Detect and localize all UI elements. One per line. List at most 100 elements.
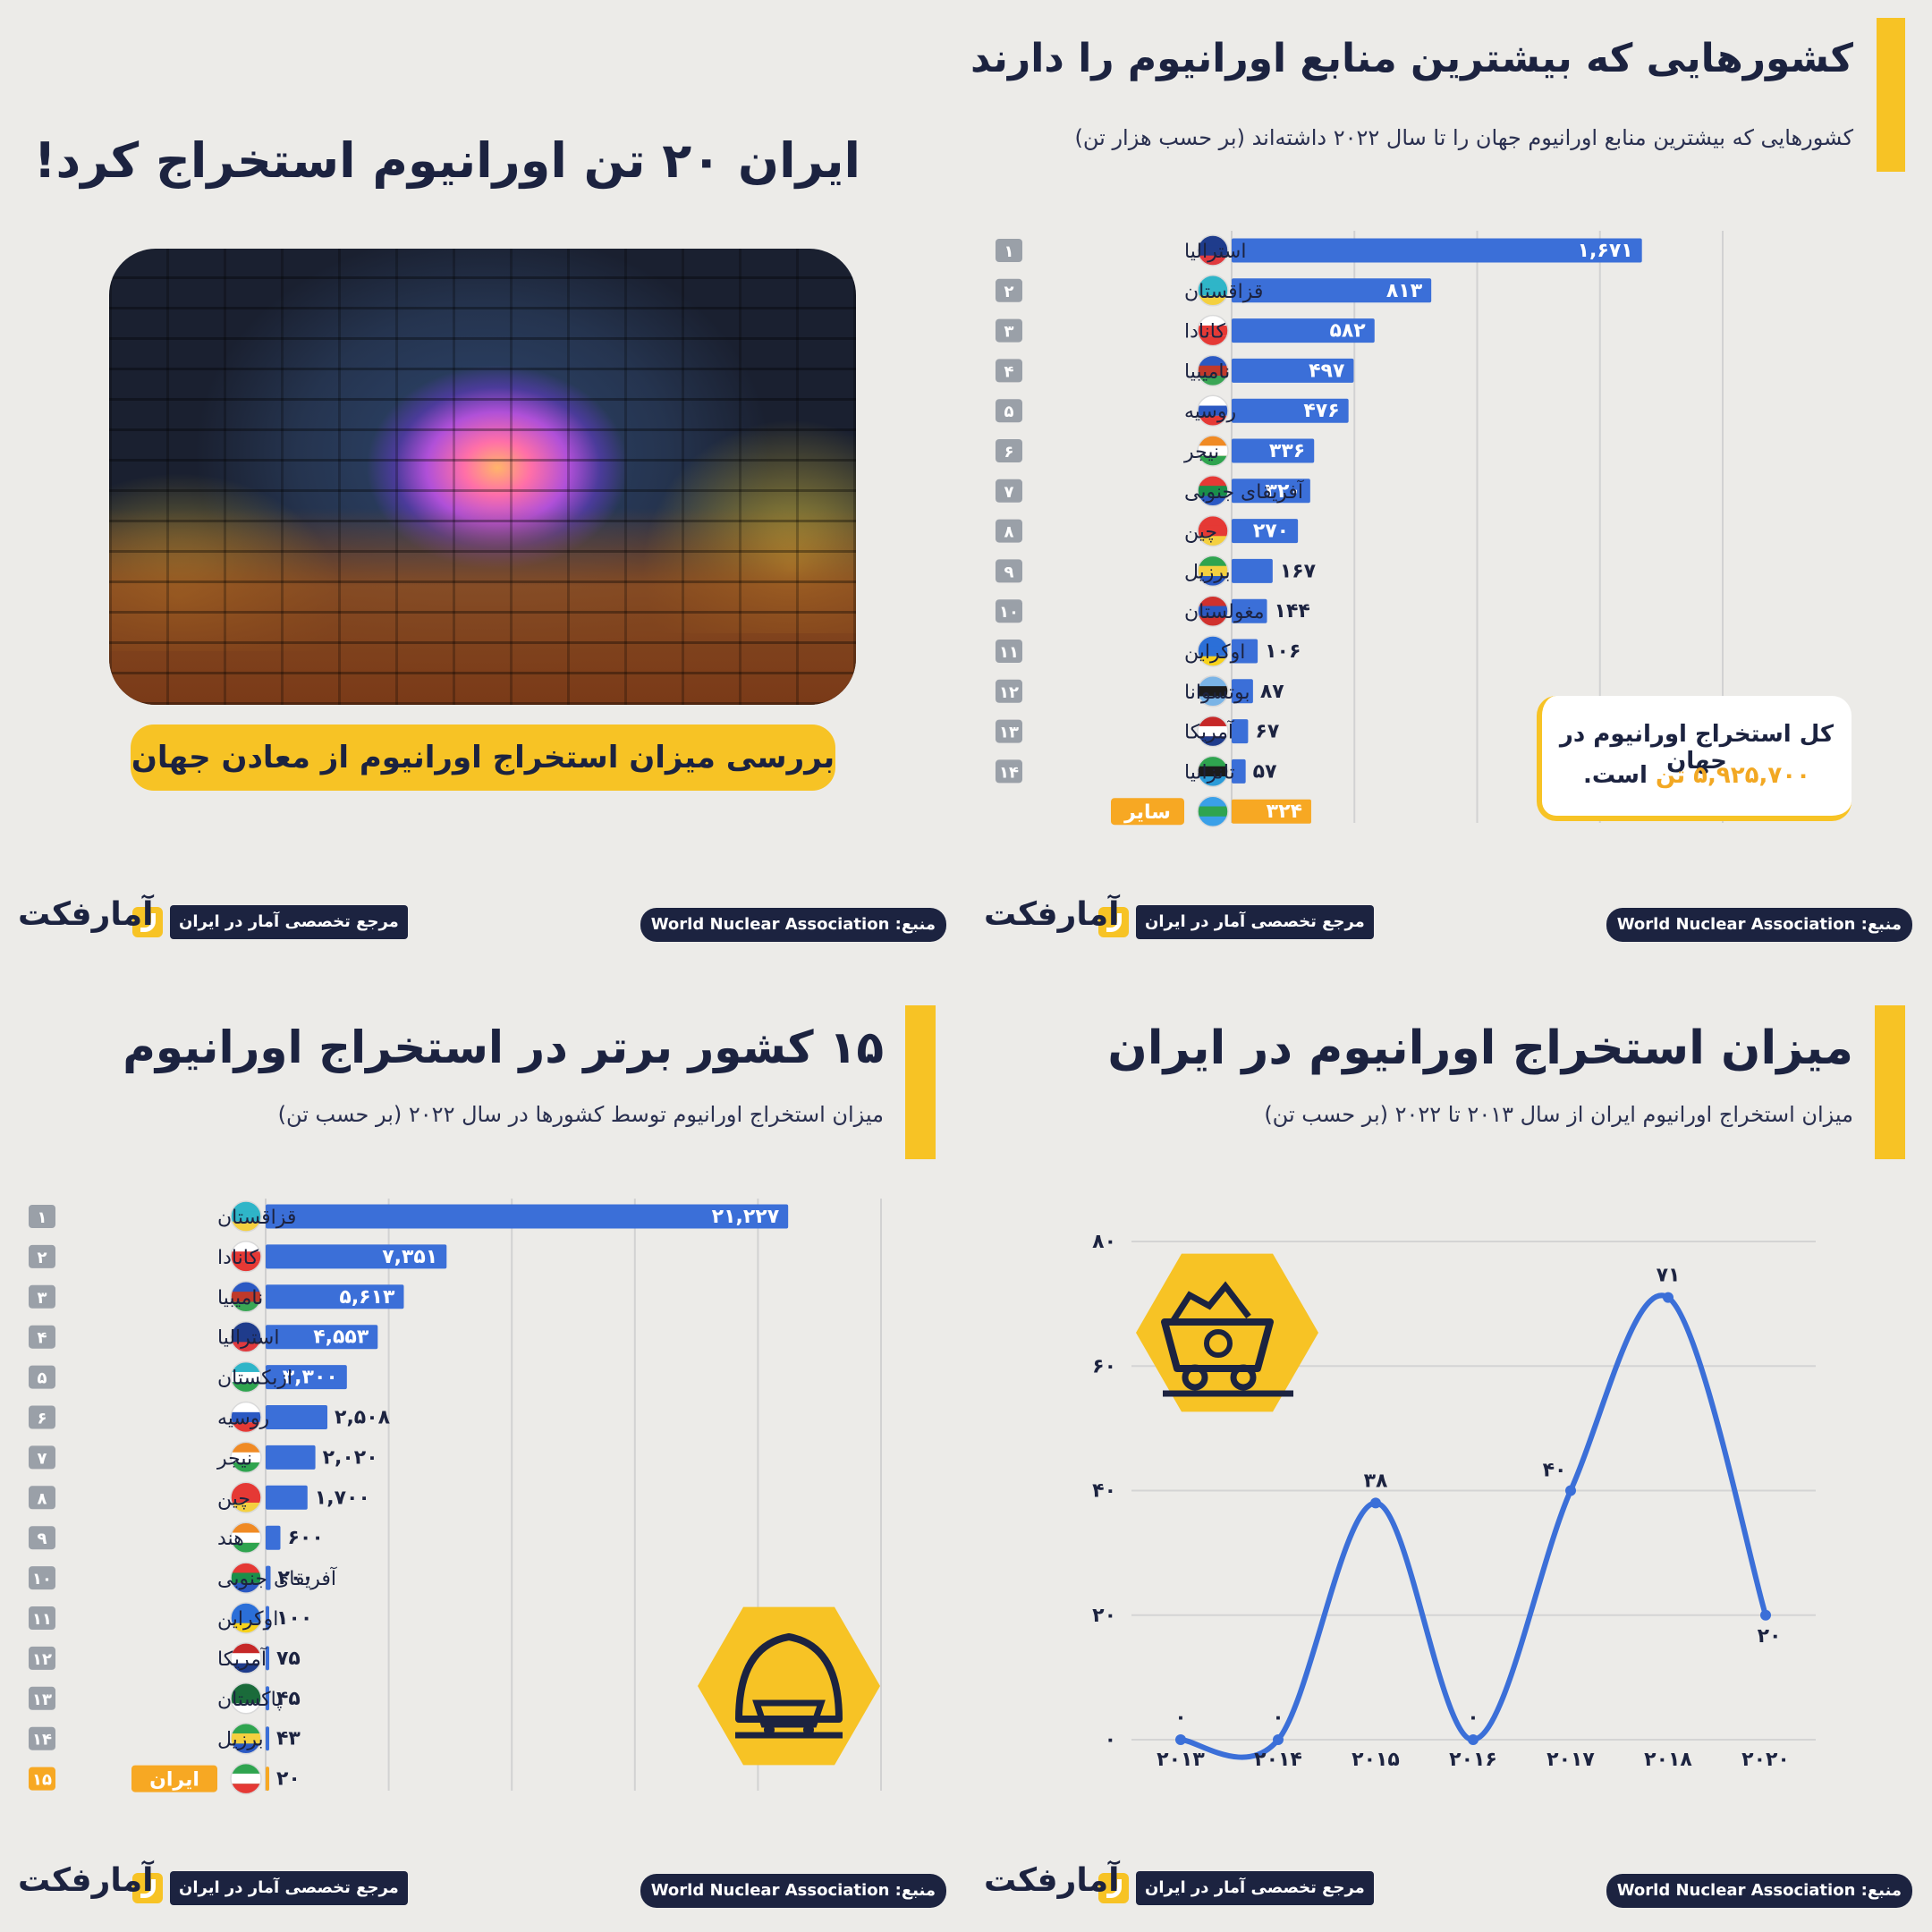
- rank-label: ۱۰: [999, 603, 1019, 622]
- flag-stripe: [231, 1693, 261, 1704]
- source-badge: منبع: World Nuclear Association: [640, 908, 946, 942]
- y-tick-label: ۸۰: [1092, 1231, 1116, 1253]
- brand-logo[interactable]: آمارفکت: [984, 896, 1120, 933]
- flag-stripes: [1198, 606, 1228, 627]
- flag-stripes: [1198, 686, 1228, 707]
- flag-ring: [230, 1441, 262, 1474]
- bar: [1232, 278, 1432, 303]
- bar-value-label: ۲۱,۲۲۷: [712, 1206, 780, 1228]
- flag-stripe: [1198, 245, 1228, 256]
- bar-value-label: ۸۷: [1260, 681, 1284, 703]
- bar: [266, 1767, 269, 1792]
- bar: [1232, 598, 1267, 623]
- bar-value-label: ۱,۷۰۰: [315, 1487, 370, 1509]
- bar: [266, 1726, 269, 1751]
- accent-bar: [905, 1005, 936, 1159]
- flag-stripe: [231, 1292, 261, 1302]
- flag-icon-kazakhstan: [1197, 275, 1229, 307]
- flag-icon-russia: [1197, 394, 1229, 427]
- flag-icon-pakistan: [230, 1682, 262, 1715]
- flag-icon-brazil: [230, 1722, 262, 1755]
- bar: [1232, 238, 1642, 263]
- data-point: [1663, 1292, 1674, 1303]
- flag-ring: [1197, 394, 1229, 427]
- flag-ring: [230, 1200, 262, 1233]
- flag-icon-kazakhstan: [230, 1200, 262, 1233]
- world-total-suffix: است.: [1582, 762, 1648, 789]
- iran-subtitle: میزان استخراج اورانیوم ایران از سال ۲۰۱۳…: [1264, 1102, 1853, 1127]
- flag-stripe: [231, 1452, 261, 1463]
- y-tick-label: ۰: [1105, 1729, 1116, 1751]
- flag-stripes: [1198, 445, 1228, 466]
- flag-ring: [230, 1320, 262, 1353]
- flag-icon-globe: [1197, 795, 1229, 827]
- rank-label: ۱۰: [32, 1570, 52, 1589]
- rank-label: ۳: [1004, 323, 1014, 342]
- world-total-box: کل استخراج اورانیوم در جهان ۵,۹۲۵,۷۰۰ تن…: [1537, 696, 1852, 821]
- bar-value-label: ۴۵: [276, 1688, 301, 1710]
- rank-label: ۱۱: [32, 1610, 52, 1629]
- bar: [1232, 558, 1273, 583]
- x-tick-label: ۲۰۱۳: [1157, 1749, 1205, 1771]
- mine-cart-icon: [1136, 1253, 1318, 1412]
- flag-stripe: [231, 1211, 261, 1222]
- bar: [266, 1244, 447, 1269]
- flag-icon-iran: [230, 1762, 262, 1795]
- flag-stripes: [1198, 766, 1228, 787]
- rank-label: ۹: [38, 1530, 47, 1548]
- bar: [1232, 758, 1246, 784]
- mine-arch: [735, 1633, 843, 1723]
- bar: [1232, 479, 1310, 504]
- cart-wheel: [1182, 1364, 1208, 1391]
- bar: [266, 1525, 281, 1550]
- x-tick-label: ۲۰۲۰: [1741, 1749, 1790, 1771]
- rank-badge: [996, 359, 1022, 383]
- accent-bar: [1875, 1005, 1905, 1159]
- flag-icon-ukraine: [1197, 635, 1229, 667]
- flag-stripe: [231, 1773, 261, 1784]
- production-panel: ۱۵ کشور برتر در استخراج اورانیوم میزان ا…: [0, 966, 966, 1932]
- flag-icon-australia: [230, 1320, 262, 1353]
- brand-logo[interactable]: آمارفکت: [984, 1862, 1120, 1899]
- data-point: [1760, 1609, 1771, 1621]
- rank-badge: [29, 1205, 55, 1228]
- flag-stripes: [231, 1211, 261, 1232]
- flag-stripe: [1198, 736, 1228, 747]
- brand-logo[interactable]: آمارفکت: [18, 896, 154, 933]
- mine-cart: [752, 1699, 826, 1728]
- rank-label: ۱۳: [999, 724, 1019, 742]
- x-tick-label: ۲۰۱۵: [1352, 1749, 1400, 1771]
- bar: [266, 1646, 269, 1671]
- category-label: نیجر: [216, 1447, 252, 1470]
- rank-badge: [29, 1767, 55, 1791]
- logo-mark-icon: [132, 1873, 163, 1903]
- flag-stripe: [1198, 536, 1228, 547]
- radiation-symbol: [1204, 1329, 1233, 1358]
- flag-stripe: [1198, 806, 1228, 817]
- flag-stripes: [231, 1693, 261, 1714]
- category-label: قزاقستان: [217, 1207, 296, 1229]
- rank-badge: [996, 719, 1022, 743]
- bar-value-label: ۶۰۰: [288, 1527, 324, 1549]
- cover-title: ایران ۲۰ تن اورانیوم استخراج کرد!: [33, 132, 860, 189]
- rank-badge: [29, 1646, 55, 1670]
- hex-shape: [698, 1606, 880, 1766]
- bar: [1232, 799, 1311, 824]
- rank-label: ۱: [1004, 242, 1014, 261]
- y-tick-label: ۴۰: [1092, 1480, 1116, 1503]
- bar-value-label: ۴,۵۵۳: [313, 1326, 369, 1349]
- flag-stripes: [231, 1572, 261, 1594]
- category-label: روسیه: [1184, 401, 1236, 423]
- data-point: [1370, 1497, 1381, 1509]
- flag-stripe: [1198, 365, 1228, 377]
- series-line: [1178, 1292, 1768, 1760]
- flag-stripe: [1198, 415, 1228, 427]
- flag-stripes: [231, 1452, 261, 1473]
- rank-badge: [996, 239, 1022, 262]
- bar-value-label: ۱۰۰: [276, 1607, 312, 1630]
- flag-icon-uzbekistan: [230, 1360, 262, 1394]
- brand-logo[interactable]: آمارفکت: [18, 1862, 154, 1899]
- flag-icon-south-africa: [1197, 475, 1229, 507]
- flag-stripe: [1198, 445, 1228, 456]
- flag-stripe: [1198, 615, 1228, 627]
